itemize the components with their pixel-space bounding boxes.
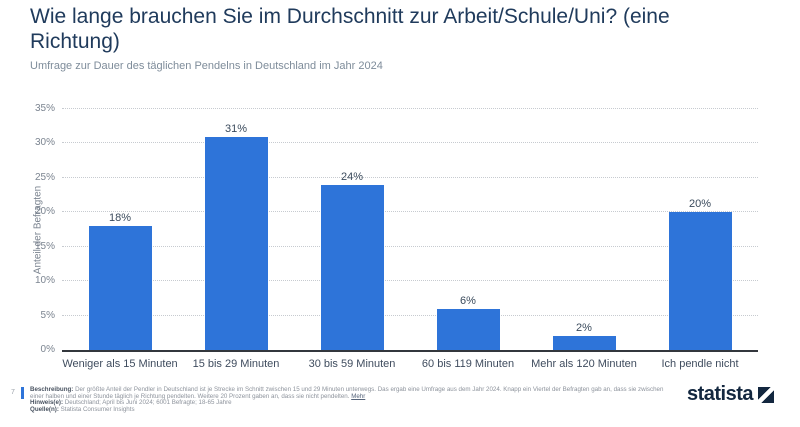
gridline bbox=[62, 211, 758, 213]
bar bbox=[88, 226, 152, 350]
footer-note: Hinweis(e): Deutschland; April bis Juni … bbox=[30, 399, 675, 407]
gridline bbox=[62, 245, 758, 247]
bar-value-label: 2% bbox=[576, 322, 592, 335]
footer-source: Quelle(n): Statista Consumer Insights bbox=[30, 405, 675, 414]
bar-column: 31% bbox=[178, 109, 294, 350]
footer-description: Beschreibung: Der größte Anteil der Pend… bbox=[30, 386, 675, 400]
y-axis-tick-label: 10% bbox=[34, 275, 55, 287]
y-axis-tick-label: 15% bbox=[34, 240, 55, 252]
bar-column: 2% bbox=[526, 109, 642, 350]
x-axis-category-label: 30 bis 59 Minuten bbox=[308, 358, 396, 370]
statista-logo-text: statista bbox=[686, 383, 754, 405]
y-axis-tick-label: 35% bbox=[34, 103, 55, 114]
y-axis-tick-label: 20% bbox=[34, 206, 55, 218]
plot-area: 0% 5% 10% 15% 20% 25% 30% 35% 18% 31% 24% 6% 2% 20% bbox=[35, 104, 758, 355]
bar-column: 18% bbox=[62, 109, 178, 350]
bar bbox=[552, 336, 616, 350]
x-axis-category-label: Weniger als 15 Minuten bbox=[62, 358, 178, 370]
description-text: Der größte Anteil der Pendler in Deutsch… bbox=[30, 386, 664, 400]
x-axis-category-label: Mehr als 120 Minuten bbox=[531, 358, 637, 370]
bar bbox=[436, 308, 500, 350]
x-axis-category-label: Ich pendle nicht bbox=[661, 358, 739, 370]
bar-value-label: 6% bbox=[460, 294, 476, 307]
bar-column: 20% bbox=[642, 109, 758, 350]
bar bbox=[204, 136, 268, 350]
y-axis-tick-label: 25% bbox=[34, 171, 55, 183]
page-title: Wie lange brauchen Sie im Durchschnitt z… bbox=[30, 5, 670, 53]
page-number: 7 bbox=[11, 389, 15, 396]
statista-logo: statista bbox=[687, 383, 774, 406]
more-link[interactable]: Mehr bbox=[351, 392, 366, 400]
bar-column: 6% bbox=[410, 109, 526, 350]
source-text: Statista Consumer Insights bbox=[60, 405, 135, 413]
footer-accent-bar bbox=[21, 387, 24, 399]
source-label: Quelle(n): bbox=[30, 405, 59, 413]
x-axis-labels: Weniger als 15 Minuten 15 bis 29 Minuten 3… bbox=[62, 358, 758, 370]
y-axis-tick-label: 0% bbox=[40, 344, 55, 355]
gridline bbox=[62, 176, 758, 178]
y-axis-tick-label: 5% bbox=[40, 309, 55, 321]
y-axis-tick-label: 30% bbox=[34, 137, 55, 149]
x-axis-category-label: 60 bis 119 Minuten bbox=[421, 358, 515, 370]
gridline bbox=[62, 108, 758, 109]
footer-text: Beschreibung: Der größte Anteil der Pend… bbox=[30, 386, 675, 414]
gridline bbox=[62, 142, 758, 144]
bar-value-label: 24% bbox=[340, 170, 364, 183]
gridline bbox=[62, 314, 758, 316]
y-axis-title: Anteil der Befragten bbox=[32, 185, 44, 275]
gridline bbox=[62, 280, 758, 282]
page-subtitle: Umfrage zur Dauer des täglichen Pendelns… bbox=[30, 60, 383, 72]
bar-value-label: 20% bbox=[688, 198, 712, 211]
bar bbox=[668, 212, 732, 350]
bar bbox=[320, 184, 384, 350]
bar-value-label: 31% bbox=[224, 122, 248, 135]
bar-series: 18% 31% 24% 6% 2% 20% bbox=[62, 109, 758, 350]
bar-column: 24% bbox=[294, 109, 410, 350]
note-label: Hinweis(e): bbox=[30, 399, 64, 406]
note-text: Deutschland; April bis Juni 2024; 6001 B… bbox=[64, 399, 232, 406]
description-label: Beschreibung: bbox=[30, 386, 74, 393]
statista-logo-icon bbox=[758, 386, 774, 403]
x-axis-category-label: 15 bis 29 Minuten bbox=[192, 358, 280, 370]
bar-value-label: 18% bbox=[108, 212, 132, 225]
